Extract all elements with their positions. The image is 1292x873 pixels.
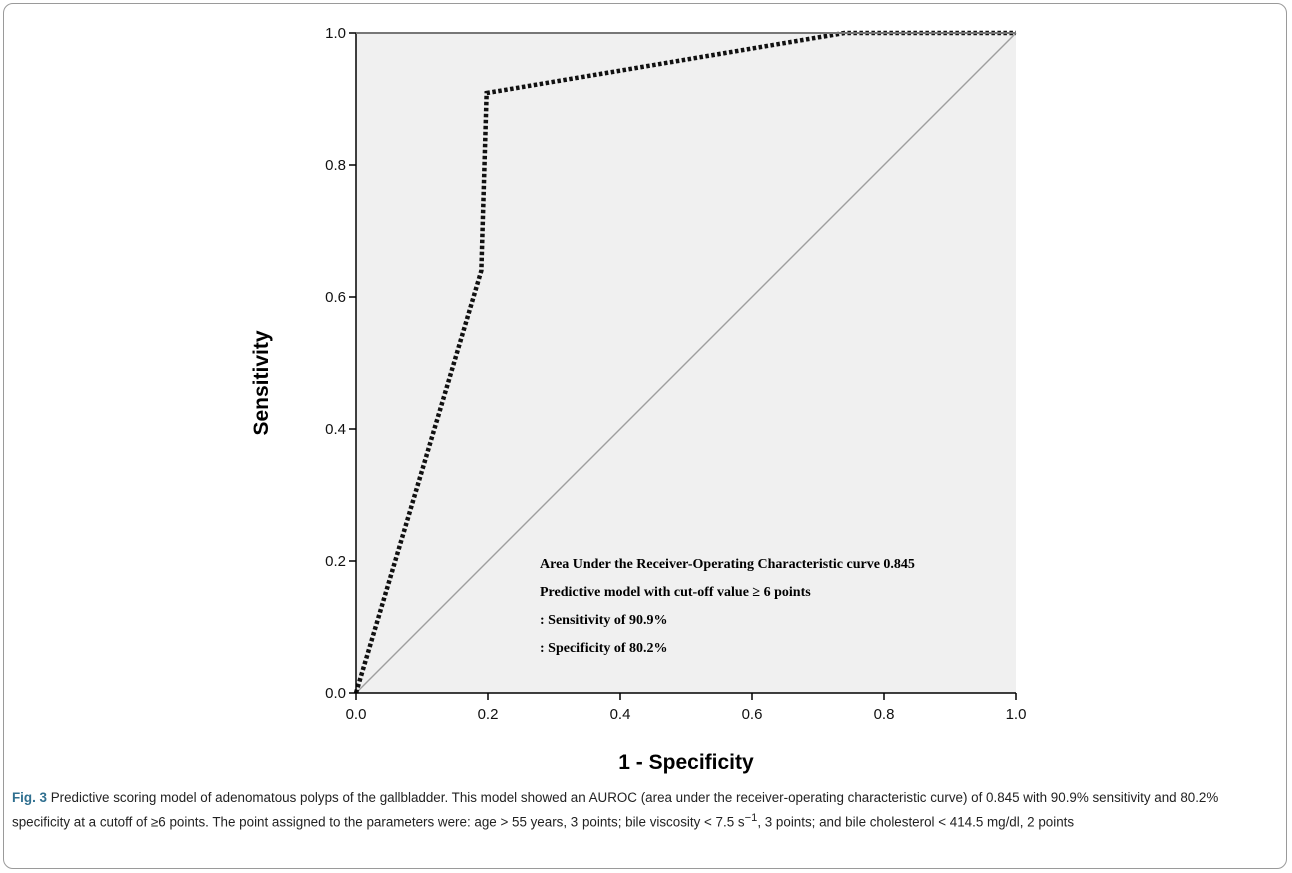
annotation-sensitivity: : Sensitivity of 90.9%	[540, 613, 668, 628]
caption-superscript: −1	[744, 812, 758, 824]
x-tick-label: 0.4	[610, 706, 631, 723]
y-tick-label: 0.0	[325, 685, 346, 702]
annotation-block: Area Under the Receiver-Operating Charac…	[540, 557, 915, 656]
annotation-cutoff: Predictive model with cut-off value ≥ 6 …	[540, 585, 811, 600]
axes	[355, 32, 1016, 694]
y-axis-ticks: 0.0 0.2 0.4 0.6 0.8 1.0	[325, 25, 356, 702]
y-tick-label: 0.4	[325, 421, 346, 438]
caption-text: Predictive scoring model of adenomatous …	[12, 790, 1219, 830]
figure-label: Fig. 3	[12, 790, 47, 805]
y-tick-label: 0.8	[325, 157, 346, 174]
y-tick-label: 1.0	[325, 25, 346, 42]
figure-caption: Fig. 3 Predictive scoring model of adeno…	[12, 787, 1274, 832]
y-axis-title: Sensitivity	[250, 330, 273, 435]
reference-diagonal-series	[355, 32, 1017, 694]
x-tick-label: 0.0	[346, 706, 367, 723]
x-tick-label: 0.2	[478, 706, 499, 723]
x-tick-label: 0.6	[742, 706, 763, 723]
x-axis-title: 1 - Specificity	[618, 751, 754, 774]
y-tick-label: 0.6	[325, 289, 346, 306]
y-tick-label: 0.2	[325, 553, 346, 570]
reference-diagonal-line	[355, 32, 1017, 694]
roc-chart: 0.0 0.2 0.4 0.6 0.8 1.0 0.0 0.2 0.4 0.6 0.8 1.0 1 …	[250, 25, 1027, 774]
x-axis-ticks: 0.0 0.2 0.4 0.6 0.8 1.0	[346, 693, 1027, 723]
annotation-specificity: : Specificity of 80.2%	[540, 641, 668, 656]
caption-text-end: , 3 points; and bile cholesterol < 414.5…	[757, 814, 1075, 830]
annotation-auroc: Area Under the Receiver-Operating Charac…	[540, 557, 915, 572]
x-tick-label: 0.8	[874, 706, 895, 723]
x-tick-label: 1.0	[1006, 706, 1027, 723]
